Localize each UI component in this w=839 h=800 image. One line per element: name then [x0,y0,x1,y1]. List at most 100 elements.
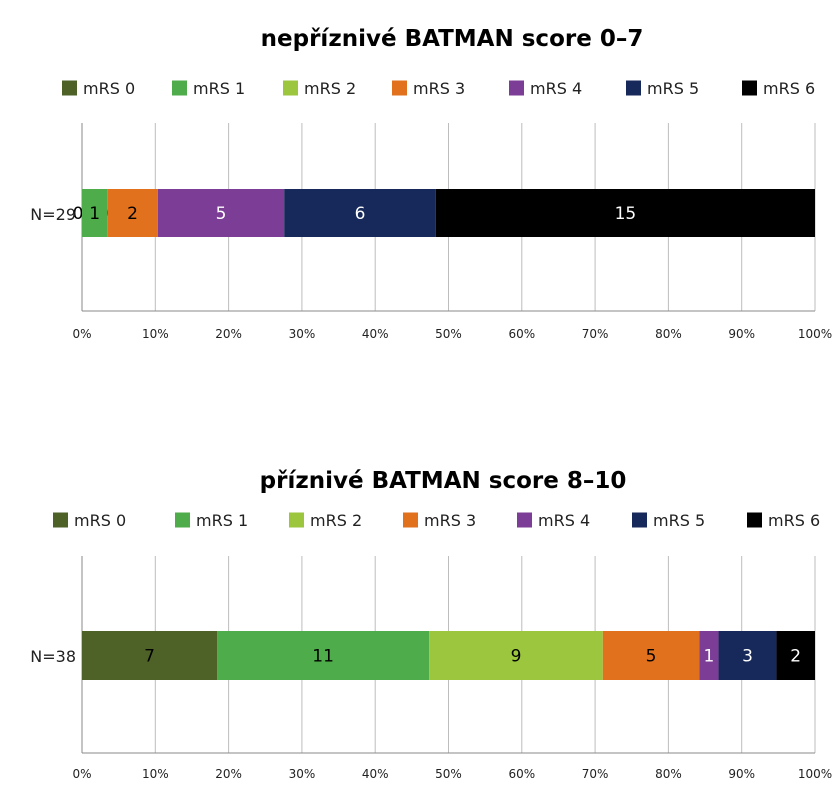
legend-label: mRS 1 [196,511,248,530]
legend-item: mRS 5 [626,79,699,98]
x-tick-label: 100% [798,327,832,341]
bar-segment: 3 [718,631,777,680]
x-tick-label: 20% [215,327,242,341]
legend-label: mRS 2 [310,511,362,530]
legend-swatch [742,80,757,96]
x-tick-label: 50% [435,327,462,341]
data-label: 11 [312,647,334,667]
chart-unfavorable: nepříznivé BATMAN score 0–7 mRS 0 mRS 1 mR… [30,26,832,341]
bar-segment: 5 [602,631,700,680]
legend-swatch [392,80,407,96]
bar [776,631,815,680]
x-tick-label: 80% [655,327,682,341]
x-tick-label: 50% [435,767,462,781]
data-label: 7 [144,647,155,667]
legend-item: mRS 2 [289,511,362,530]
category-labels: N=29 [30,205,76,224]
x-tick-label: 100% [798,767,832,781]
bar-segment: 5 [157,189,285,237]
chart-favorable: příznivé BATMAN score 8–10 mRS 0 mRS 1 mRS… [30,468,832,781]
legend-label: mRS 4 [530,79,582,98]
x-tick-label: 0% [72,767,91,781]
bar-segment: 9 [429,631,603,680]
data-label: 1 [703,647,714,667]
bar [217,631,430,680]
bar-segment: 6 [284,189,436,237]
legend-label: mRS 2 [304,79,356,98]
bars: 01025615 [73,189,815,237]
x-tick-label: 90% [728,327,755,341]
data-label: 6 [355,204,366,224]
x-tick-label: 30% [289,327,316,341]
legend-label: mRS 6 [768,511,820,530]
legend-label: mRS 3 [424,511,476,530]
legend-label: mRS 0 [83,79,135,98]
bar [284,189,436,237]
legend-swatch [175,512,190,528]
legend-item: mRS 0 [62,79,135,98]
bar [107,189,158,237]
x-tick-label: 70% [582,767,609,781]
legend-item: mRS 1 [175,511,248,530]
bar-segment: 7 [82,631,218,680]
x-tick-label: 20% [215,767,242,781]
bar-segment: 0 [73,204,84,224]
category-label: N=29 [30,205,76,224]
legend-swatch [53,512,68,528]
legend-item: mRS 3 [403,511,476,530]
legend-label: mRS 4 [538,511,590,530]
bar-segment: 2 [776,631,815,680]
legend-item: mRS 6 [742,79,815,98]
data-label: 3 [742,647,753,667]
data-label: 0 [73,204,84,224]
x-axis: 0% 10% 20% 30% 40% 50% 60% 70% 80% 90% 100% [72,327,832,341]
legend-item: mRS 4 [509,79,582,98]
legend-item: mRS 3 [392,79,465,98]
bar [429,631,603,680]
legend-swatch [632,512,647,528]
category-labels: N=38 [30,647,76,666]
legend-swatch [747,512,762,528]
x-tick-label: 40% [362,767,389,781]
chart-title: nepříznivé BATMAN score 0–7 [261,26,644,52]
legend-item: mRS 2 [283,79,356,98]
data-label: 5 [646,647,657,667]
bar [435,189,815,237]
x-tick-label: 40% [362,327,389,341]
x-tick-label: 60% [508,327,535,341]
data-label: 2 [790,647,801,667]
legend-swatch [626,80,641,96]
legend-label: mRS 5 [647,79,699,98]
bar [82,631,218,680]
x-tick-label: 0% [72,327,91,341]
legend-label: mRS 3 [413,79,465,98]
legend-item: mRS 0 [53,511,126,530]
legend-label: mRS 1 [193,79,245,98]
legend-item: mRS 6 [747,511,820,530]
legend-label: mRS 0 [74,511,126,530]
bar-segment: 1 [82,189,108,237]
legend-swatch [62,80,77,96]
data-label: 9 [511,647,522,667]
x-axis: 0% 10% 20% 30% 40% 50% 60% 70% 80% 90% 100% [72,767,832,781]
bar [602,631,700,680]
x-tick-label: 30% [289,767,316,781]
bar [157,189,285,237]
x-tick-label: 10% [142,767,169,781]
legend: mRS 0 mRS 1 mRS 2 mRS 3 mRS 4 mRS 5 mRS 6 [53,511,820,530]
data-label: 2 [127,204,138,224]
x-tick-label: 10% [142,327,169,341]
legend-label: mRS 5 [653,511,705,530]
category-label: N=38 [30,647,76,666]
legend-item: mRS 5 [632,511,705,530]
x-tick-label: 60% [508,767,535,781]
data-label: 15 [615,204,637,224]
bar [699,631,719,680]
data-label: 5 [216,204,227,224]
legend-swatch [509,80,524,96]
bar-segment: 11 [217,631,430,680]
bars: 7 11 9 5 1 3 2 [82,631,815,680]
x-tick-label: 80% [655,767,682,781]
bar-segment: 15 [435,189,815,237]
